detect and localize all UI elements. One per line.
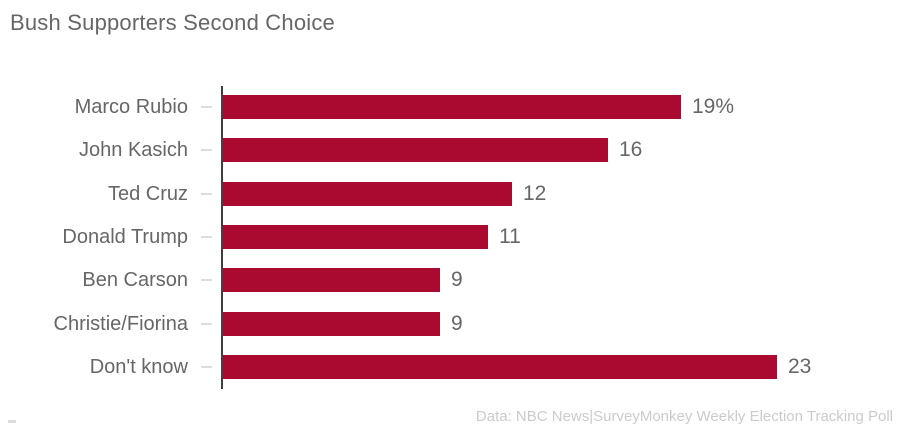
value-label: 12 — [523, 181, 547, 205]
y-axis-line — [221, 86, 223, 389]
source-credit: Data: NBC News|SurveyMonkey Weekly Elect… — [475, 408, 893, 425]
axis-tick — [201, 366, 212, 369]
category-label: Marco Rubio — [74, 96, 188, 118]
axis-tick — [201, 279, 212, 282]
edit-link-dash-icon — [8, 420, 16, 423]
category-label: Ben Carson — [82, 269, 188, 292]
axis-tick — [201, 192, 212, 195]
value-label: 16 — [619, 138, 643, 162]
bar — [223, 95, 681, 119]
bar — [223, 268, 440, 293]
bar — [223, 181, 512, 206]
value-label: 9 — [451, 311, 463, 335]
bar — [223, 138, 608, 163]
category-label: John Kasich — [79, 139, 188, 162]
value-label: 11 — [499, 225, 521, 249]
axis-tick — [201, 236, 212, 239]
category-label: Christie/Fiorina — [53, 312, 188, 335]
axis-tick — [201, 106, 212, 108]
category-label: Don't know — [89, 356, 188, 379]
category-label: Ted Cruz — [107, 182, 188, 205]
value-label: 19% — [692, 95, 735, 118]
plot-area: Marco Rubio 19% John Kasich 16 Ted Cruz 12 Don… — [0, 84, 899, 396]
bar — [223, 225, 488, 250]
value-label: 9 — [451, 268, 463, 292]
axis-tick — [201, 149, 212, 152]
value-label: 23 — [788, 355, 812, 379]
bar — [223, 355, 777, 380]
axis-tick — [201, 322, 212, 325]
chart-title: Bush Supporters Second Choice — [10, 10, 335, 35]
category-label: Donald Trump — [62, 226, 188, 249]
bar — [223, 311, 440, 336]
